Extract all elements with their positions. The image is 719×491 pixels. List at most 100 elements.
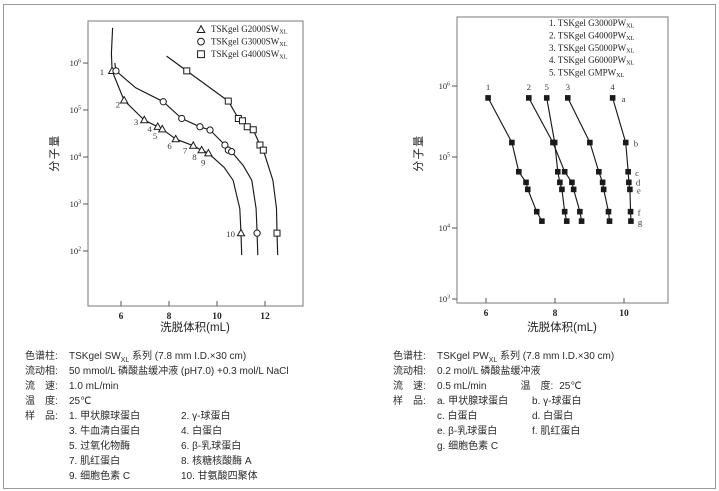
figure-frame [3,4,716,489]
data-point-square [249,126,257,134]
sample-item: 3. 牛血清白蛋白 [69,426,141,437]
data-point-square [243,123,251,131]
data-point-square [509,139,515,146]
data-point-square [561,208,568,215]
data-point-square [570,186,577,193]
y-tick-label: 104 [70,152,82,162]
point-label: e [637,185,641,195]
y-tick-label: 104 [439,223,451,233]
mobile-phase-label: 流动相: [393,366,426,377]
data-point-triangle [171,134,181,143]
data-point-square [238,117,246,125]
data-point-square [183,67,191,75]
data-point-triangle [157,124,167,133]
mobile-phase-label: 流动相: [25,366,58,377]
data-point-square [606,218,613,224]
data-point-square [563,218,570,224]
series-4-TSKgel-G6000PWXL [609,95,634,224]
sw-conditions-block: 色谱柱: TSKgel SWXL 系列 (7.8 mm I.D.×30 cm) … [25,349,370,484]
legend-label: 5. TSKgel GMPWXL [549,68,625,80]
column-name-sub: XL [488,357,498,364]
sample-item: g. 细胞色素 C [437,441,499,452]
data-point-square [628,218,634,224]
data-point-triangle [139,115,149,124]
column-size: 系列 (7.8 mm I.D.×30 cm) [497,351,615,362]
point-label: 8 [192,152,197,162]
series-TSKgel-G4000SWXL [166,55,281,256]
y-tick-label: 105 [439,152,451,162]
pw-conditions-block: 色谱柱: TSKgel PWXL 系列 (7.8 mm I.D.×30 cm) … [393,349,713,454]
point-label: 9 [201,157,206,167]
y-tick-label: 106 [70,58,82,68]
sample-item: 5. 过氧化物酶 [69,441,131,452]
legend-label: 2. TSKgel G4000PWXL [549,30,635,42]
data-point-square [273,229,281,237]
legend-label: TSKgel G2000SWXL [211,24,288,36]
data-point-square [533,208,540,215]
mobile-phase-row: 流动相: 50 mmol/L 磷酸盐缓冲液 (pH7.0) +0.3 mol/L… [25,364,370,379]
series-TSKgel-G2000SWXL [107,27,246,256]
point-label: g [638,217,643,227]
y-axis-title: 分子量 [412,134,425,172]
data-point-circle [221,141,229,149]
sample-item: 1. 甲状腺球蛋白 [69,411,141,422]
point-label: 2 [116,99,120,109]
flow-rate-label: 流 速: [393,381,426,392]
sample-item [532,439,713,454]
data-point-square [543,95,550,101]
temperature-value: 25℃ [559,381,582,392]
y-tick-label: 103 [70,199,82,209]
sample-item: d. 白蛋白 [532,411,574,422]
x-tick-label: 10 [212,312,222,322]
data-point-circle [112,67,120,75]
flow-rate-row: 流 速: 1.0 mL/min [25,379,370,394]
samples-label: 样 品: [393,396,426,407]
temperature-label: 温 度: [520,381,554,392]
data-point-square [599,179,606,186]
data-point-circle [196,123,204,131]
y-tick-label: 105 [70,105,82,115]
temperature-value: 25℃ [69,396,92,407]
sample-item: a. 甲状腺球蛋白 [437,396,509,407]
series-curve [110,27,243,256]
legend-label: TSKgel G3000SWXL [211,37,288,49]
x-tick-label: 6 [119,312,124,322]
column-value: TSKgel PWXL 系列 (7.8 mm I.D.×30 cm) [437,349,713,364]
sample-item: 10. 甘氨酸四聚体 [181,471,258,482]
x-tick-label: 8 [167,312,172,322]
data-point-square [564,95,571,101]
temperature-row: 温 度: 25℃ [25,394,370,409]
column-name-sub: XL [120,357,130,364]
data-point-square [485,95,491,101]
column-value: TSKgel SWXL 系列 (7.8 mm I.D.×30 cm) [69,349,370,364]
point-label: 6 [167,141,172,151]
point-label: 5 [545,82,550,92]
point-label: 4 [610,82,615,92]
data-point-square [557,179,563,186]
samples-row: 样 品: a. 甲状腺球蛋白 b. γ-球蛋白 c. 白蛋白 d. 白蛋白 e. β-乳… [393,394,713,454]
data-point-triangle [197,145,207,154]
point-label: 1 [486,82,490,92]
point-label: a [622,94,626,104]
data-point-square [554,168,561,175]
flow-rate-value: 0.5 mL/min [437,381,487,392]
column-label: 色谱柱: [25,351,58,362]
y-tick-label: 102 [70,246,82,256]
sample-item: c. 白蛋白 [437,411,478,422]
data-point-circle [228,148,236,156]
data-point-triangle [203,148,213,157]
column-row: 色谱柱: TSKgel SWXL 系列 (7.8 mm I.D.×30 cm) [25,349,370,364]
data-point-circle [178,114,186,123]
data-point-square [561,168,568,175]
legend-circle-icon [197,37,205,46]
legend-label: 1. TSKgel G3000PWXL [549,18,635,30]
sample-item: 7. 肌红蛋白 [69,456,121,467]
data-point-circle [206,126,214,134]
data-point-square [259,146,267,154]
point-label: f [638,208,641,218]
data-point-circle [159,98,167,106]
sample-item: 8. 核糖核酸酶 A [181,456,252,467]
data-point-square [224,97,232,105]
data-point-square [569,179,575,186]
